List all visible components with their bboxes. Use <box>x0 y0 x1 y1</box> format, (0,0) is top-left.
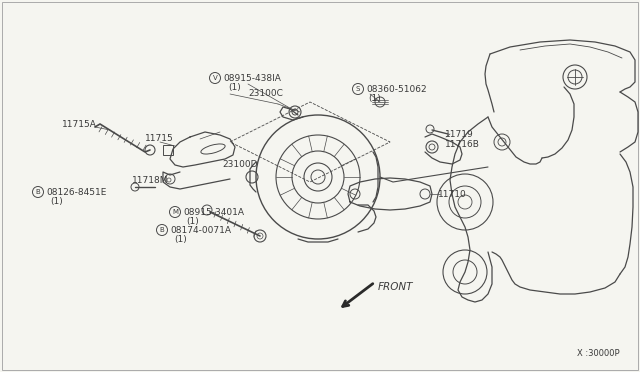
Text: 11715A: 11715A <box>62 119 97 128</box>
Text: 08126-8451E: 08126-8451E <box>46 187 106 196</box>
Bar <box>163 145 173 155</box>
Text: (1): (1) <box>186 217 199 225</box>
Text: X :30000P: X :30000P <box>577 350 620 359</box>
Text: 23100C: 23100C <box>248 89 283 97</box>
Text: 08915-438IA: 08915-438IA <box>223 74 281 83</box>
Text: 08174-0071A: 08174-0071A <box>170 225 231 234</box>
Text: (1): (1) <box>368 93 381 103</box>
Text: V: V <box>212 75 218 81</box>
Text: 11715: 11715 <box>145 134 173 142</box>
Text: S: S <box>356 86 360 92</box>
Text: FRONT: FRONT <box>378 282 413 292</box>
Text: 11710: 11710 <box>438 189 467 199</box>
Text: 11718M: 11718M <box>132 176 168 185</box>
Text: 08360-51062: 08360-51062 <box>366 84 427 93</box>
Text: M: M <box>172 209 178 215</box>
Text: 11719: 11719 <box>445 129 474 138</box>
Text: 08915-3401A: 08915-3401A <box>183 208 244 217</box>
Text: B: B <box>159 227 164 233</box>
Text: 23100D: 23100D <box>222 160 257 169</box>
Text: B: B <box>36 189 40 195</box>
Text: (1): (1) <box>174 234 187 244</box>
Text: 11716B: 11716B <box>445 140 480 148</box>
Text: (1): (1) <box>50 196 63 205</box>
Text: (1): (1) <box>228 83 241 92</box>
